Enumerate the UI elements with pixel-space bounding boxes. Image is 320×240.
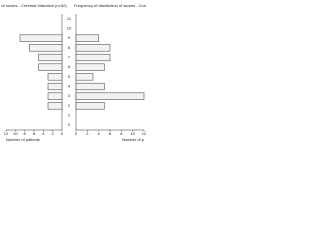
category-label: 4: [68, 84, 71, 89]
x-tick-label: 0: [61, 131, 64, 136]
bar: [75, 102, 105, 110]
x-tick-label: 4: [42, 131, 45, 136]
category-label: 11: [67, 16, 72, 21]
category-label: 0: [68, 122, 71, 127]
bar: [47, 73, 63, 81]
x-tick-label: 12: [142, 131, 147, 136]
bar: [75, 63, 105, 71]
category-label: 5: [68, 74, 71, 79]
panel-title: of scores - Cerebral Infarction (n=52): [1, 3, 67, 8]
x-tick-label: 2: [86, 131, 89, 136]
bar: [75, 53, 111, 62]
bar: [38, 53, 63, 62]
x-tick-label: 10: [13, 131, 18, 136]
x-tick-label: 4: [98, 131, 101, 136]
category-label: 6: [68, 64, 71, 69]
x-tick-label: 2: [52, 131, 55, 136]
category-label: 1: [68, 113, 71, 118]
bar: [75, 44, 111, 52]
bar: [47, 102, 63, 110]
bar: [29, 44, 63, 52]
category-label: 9: [68, 35, 71, 40]
bar: [47, 82, 63, 91]
bar: [19, 34, 63, 42]
x-tick-label: 0: [75, 131, 78, 136]
category-label: 2: [68, 103, 71, 108]
background: [0, 0, 150, 150]
bar: [47, 92, 63, 100]
category-label: 3: [68, 93, 71, 98]
x-tick-label: 8: [24, 131, 27, 136]
category-label: 8: [68, 45, 71, 50]
category-label: 10: [67, 26, 72, 31]
bar: [75, 92, 145, 100]
bar: [75, 82, 105, 91]
x-axis-label: Number of p: [122, 137, 145, 142]
x-tick-label: 8: [120, 131, 123, 136]
panel-title: Frequency of distribution of scores - Co…: [74, 3, 146, 8]
category-label: 7: [68, 55, 71, 60]
x-tick-label: 6: [109, 131, 112, 136]
bar: [75, 73, 94, 81]
x-tick-label: 6: [33, 131, 36, 136]
x-axis-label: Number of patients: [6, 137, 40, 142]
bar: [75, 34, 99, 42]
bar: [38, 63, 63, 71]
x-tick-label: 12: [4, 131, 9, 136]
x-tick-label: 10: [130, 131, 135, 136]
